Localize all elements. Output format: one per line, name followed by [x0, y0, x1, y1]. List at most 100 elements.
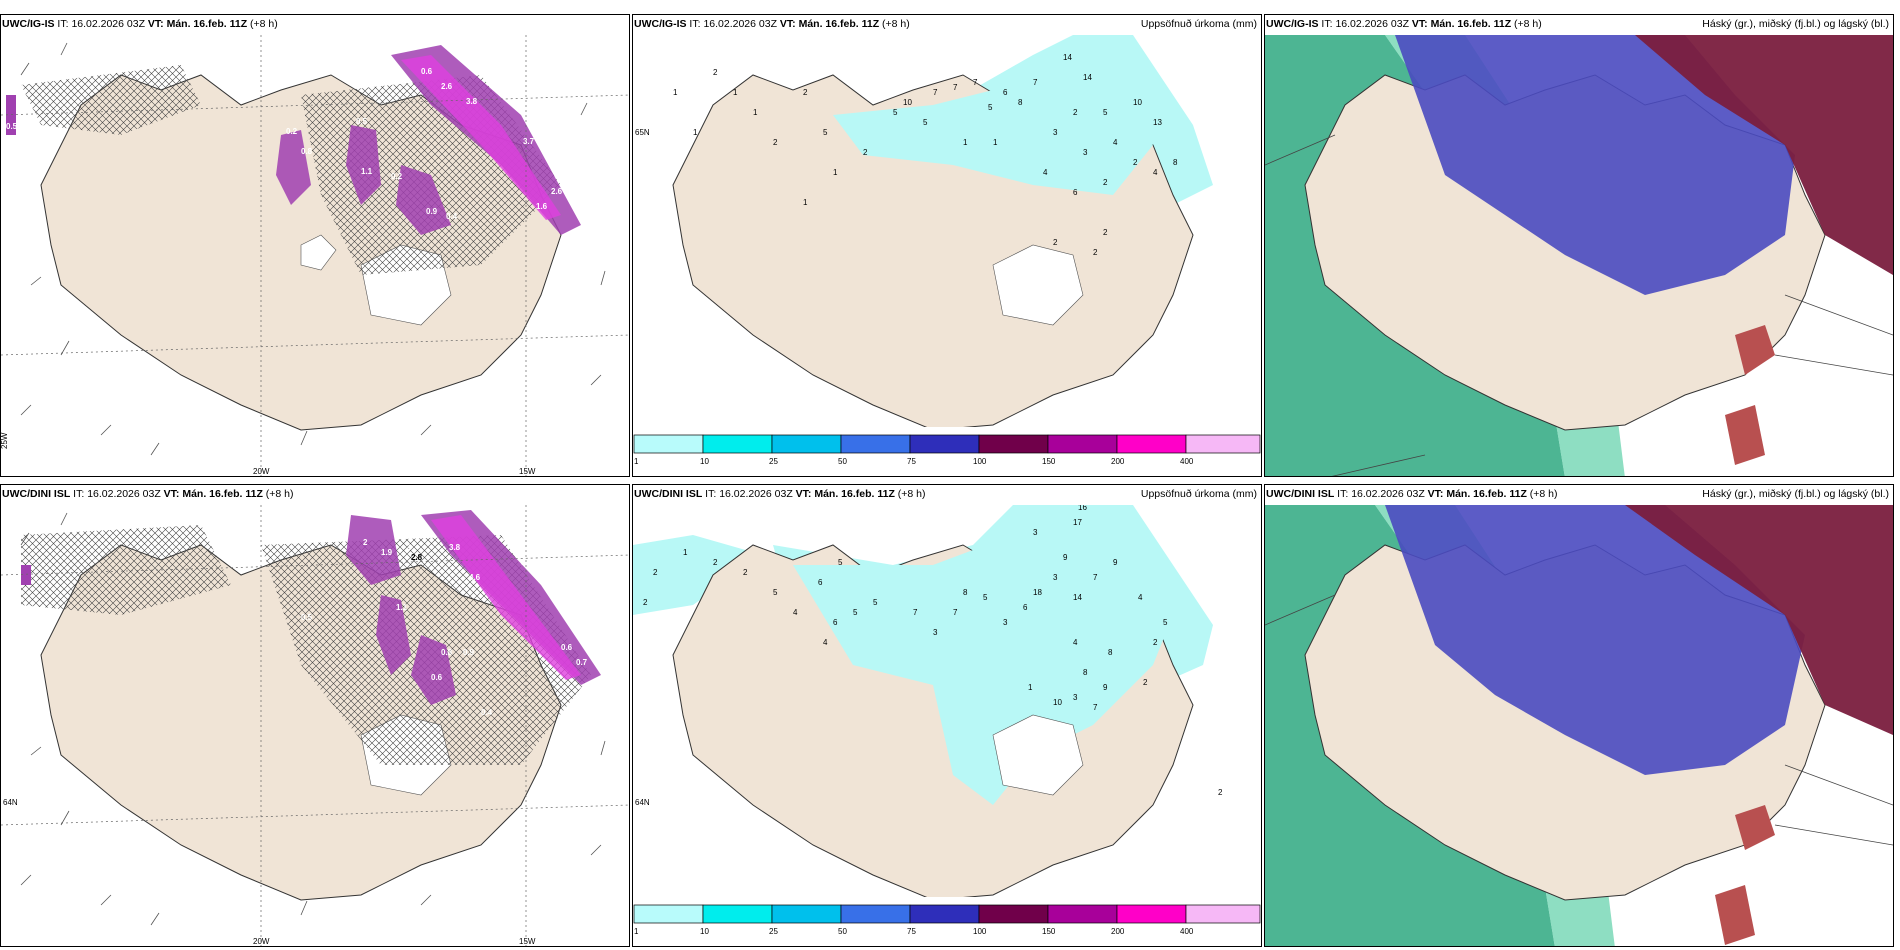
colorbar-bin-8 [1116, 904, 1187, 924]
high-cloud-area [1635, 35, 1893, 275]
precip-band [793, 535, 1173, 805]
svg-text:5: 5 [823, 128, 828, 137]
svg-text:3: 3 [1033, 528, 1038, 537]
svg-text:3.8: 3.8 [449, 543, 461, 552]
svg-text:10: 10 [700, 457, 709, 466]
svg-text:2: 2 [713, 558, 718, 567]
svg-text:1.1: 1.1 [396, 603, 408, 612]
panel-field-title: Uppsöfnuð úrkoma (mm) [1140, 18, 1257, 30]
snow-value-labels: 2 1.9 2 2.8 3.8 4.6 3.7 3.1 0.5 0.8 0.6 … [301, 538, 588, 717]
svg-text:2: 2 [1053, 238, 1058, 247]
map-area[interactable] [1265, 505, 1893, 946]
svg-text:1: 1 [683, 548, 688, 557]
svg-text:0.6: 0.6 [561, 643, 573, 652]
svg-text:3.7: 3.7 [536, 573, 548, 582]
svg-text:3: 3 [933, 628, 938, 637]
svg-text:5: 5 [1163, 618, 1168, 627]
snow-cell [21, 565, 31, 585]
svg-text:1: 1 [753, 108, 758, 117]
map-area[interactable] [1265, 35, 1893, 476]
colorbar-bin-3 [771, 904, 842, 924]
map-area[interactable]: 20W 15W 25W [1, 35, 629, 476]
grid-label-64n: 64N [635, 798, 650, 807]
svg-text:7: 7 [953, 608, 958, 617]
svg-text:200: 200 [1111, 457, 1125, 466]
precip-band [833, 75, 1153, 195]
svg-text:2: 2 [643, 598, 648, 607]
svg-text:8: 8 [1108, 648, 1113, 657]
svg-text:0.4: 0.4 [481, 708, 493, 717]
colorbar-bin-4 [840, 434, 911, 454]
snow-cell [6, 95, 16, 135]
colorbar-bin-7 [1047, 904, 1118, 924]
map-area[interactable]: 2 1.9 2 2.8 3.8 4.6 3.7 3.1 0.5 0.8 0.6 … [1, 505, 629, 946]
colorbar-bin-5 [909, 904, 980, 924]
grid-label-20w: 20W [253, 467, 270, 476]
wind-precip-panel-dini: UWC/DINI ISL IT: 16.02.2026 03Z VT: Mán.… [0, 484, 630, 947]
svg-text:4: 4 [1113, 138, 1118, 147]
precip-band [633, 535, 763, 615]
svg-text:2: 2 [1103, 228, 1108, 237]
svg-text:3.1: 3.1 [521, 558, 533, 567]
svg-text:2: 2 [1218, 788, 1223, 797]
svg-text:2: 2 [1073, 108, 1078, 117]
snow-cell [276, 130, 311, 205]
svg-text:14: 14 [1073, 593, 1082, 602]
panel-title: UWC/IG-IS IT: 16.02.2026 03Z VT: Mán. 16… [2, 18, 278, 30]
svg-text:7: 7 [1033, 78, 1038, 87]
svg-text:100: 100 [973, 457, 987, 466]
svg-text:5: 5 [1103, 108, 1108, 117]
wind-precip-panel-igis: UWC/IG-IS IT: 16.02.2026 03Z VT: Mán. 16… [0, 14, 630, 477]
svg-text:5: 5 [838, 558, 843, 567]
ice-cap [300, 234, 337, 271]
svg-text:25: 25 [769, 457, 778, 466]
svg-text:4: 4 [1153, 168, 1158, 177]
svg-text:2: 2 [713, 68, 718, 77]
svg-text:13: 13 [1153, 118, 1162, 127]
svg-text:400: 400 [1180, 927, 1194, 936]
snow-band [401, 55, 561, 220]
panel-title: UWC/DINI ISL IT: 16.02.2026 03Z VT: Mán.… [634, 488, 926, 500]
svg-text:9: 9 [1063, 553, 1068, 562]
colorbar-bin-4 [840, 904, 911, 924]
svg-text:8: 8 [963, 588, 968, 597]
svg-text:150: 150 [1042, 927, 1056, 936]
svg-text:6: 6 [1073, 188, 1078, 197]
svg-text:4: 4 [1043, 168, 1048, 177]
svg-text:1: 1 [1028, 683, 1033, 692]
svg-text:6: 6 [1003, 88, 1008, 97]
svg-text:4: 4 [1073, 638, 1078, 647]
mid-cloud-area [1385, 505, 1805, 775]
clouds-panel-dini: UWC/DINI ISL IT: 16.02.2026 03Z VT: Mán.… [1264, 484, 1894, 947]
svg-text:5: 5 [893, 108, 898, 117]
svg-text:14: 14 [1063, 53, 1072, 62]
colorbar: 1 10 25 50 75 100 150 200 400 [633, 427, 1261, 476]
map-area[interactable]: 1 2 1 2 5 2 5 1 1 5 10 7 7 7 5 6 8 7 14 … [633, 35, 1261, 476]
map-area[interactable]: 2 1 2 2 2 5 4 6 5 4 6 5 5 7 3 7 8 5 3 6 [633, 505, 1261, 946]
colorbar-bin-9 [1185, 904, 1261, 924]
grid-label-15w: 15W [519, 467, 536, 476]
svg-text:9: 9 [1113, 558, 1118, 567]
high-cloud-area [1625, 505, 1893, 735]
svg-text:10: 10 [1053, 698, 1062, 707]
high-cloud-area [1735, 325, 1775, 375]
precip-panel-igis: UWC/IG-IS IT: 16.02.2026 03Z VT: Mán. 16… [632, 14, 1262, 477]
svg-text:2: 2 [803, 88, 808, 97]
svg-text:8: 8 [1083, 668, 1088, 677]
panel-field-title: Uppsöfnuð úrkoma (mm) [1140, 488, 1257, 500]
clouds-panel-igis: UWC/IG-IS IT: 16.02.2026 03Z VT: Mán. 16… [1264, 14, 1894, 477]
svg-text:2: 2 [1143, 678, 1148, 687]
svg-text:2: 2 [863, 148, 868, 157]
svg-text:2: 2 [363, 538, 368, 547]
svg-text:6: 6 [833, 618, 838, 627]
panel-field-title: Háský (gr.), miðský (fj.bl.) og lágský (… [1702, 488, 1889, 500]
svg-text:1: 1 [803, 198, 808, 207]
svg-text:5: 5 [773, 588, 778, 597]
svg-text:1: 1 [693, 128, 698, 137]
svg-text:1: 1 [993, 138, 998, 147]
svg-text:0.8: 0.8 [441, 648, 453, 657]
svg-text:3: 3 [1003, 618, 1008, 627]
svg-text:2: 2 [743, 568, 748, 577]
colorbar-bin-2 [702, 904, 773, 924]
svg-text:7: 7 [913, 608, 918, 617]
